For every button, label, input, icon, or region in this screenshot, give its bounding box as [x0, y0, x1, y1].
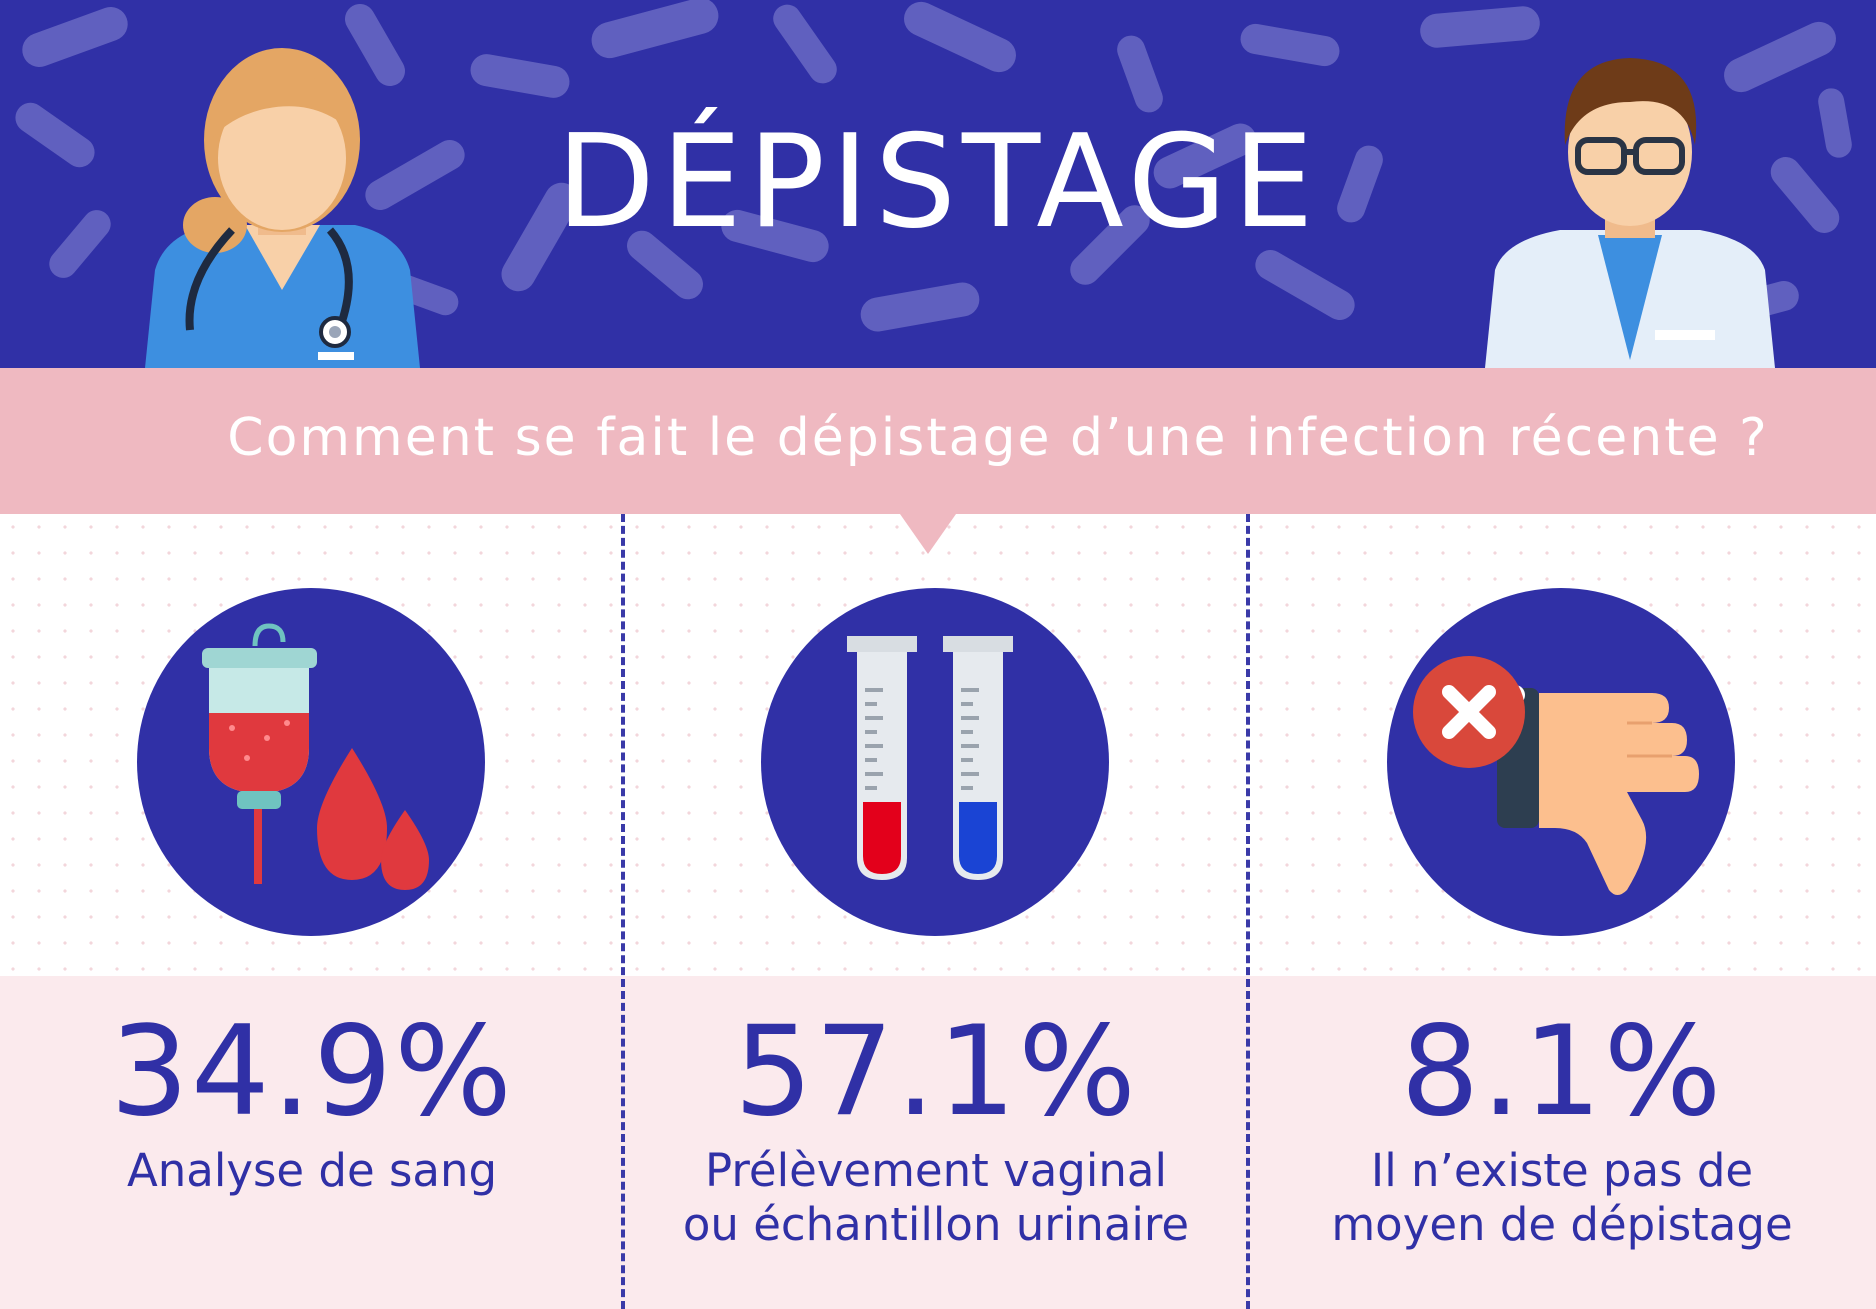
header-banner: DÉPISTAGE [0, 0, 1876, 368]
question-text: Comment se fait le dépistage d’une infec… [227, 408, 1769, 468]
doctor-illustration [1485, 58, 1775, 368]
percentage-value: 57.1% [734, 1000, 1138, 1144]
result-label-line: Analyse de sang [126, 1144, 498, 1197]
result-label: Il n’existe pas de moyen de dépistage [1250, 1144, 1874, 1252]
result-label: Prélèvement vaginal ou échantillon urina… [624, 1144, 1248, 1252]
page-title: DÉPISTAGE [556, 108, 1320, 257]
result-no-screening: 8.1% Il n’existe pas de moyen de dépista… [1250, 514, 1874, 1309]
percentage-value: 34.9% [110, 1000, 514, 1144]
column-divider [1246, 514, 1250, 1309]
blood-bag-icon [202, 623, 429, 890]
result-label-line: ou échantillon urinaire [682, 1198, 1190, 1251]
brush-pattern-decoration [15, 0, 1852, 332]
question-band: Comment se fait le dépistage d’une infec… [0, 368, 1876, 514]
result-label-line: Il n’existe pas de [1370, 1144, 1754, 1197]
percentage-value: 8.1% [1400, 1000, 1724, 1144]
question-pointer [900, 514, 956, 554]
column-divider [621, 514, 625, 1309]
result-label: Analyse de sang [0, 1144, 624, 1198]
result-blood-test: 34.9% Analyse de sang [0, 514, 624, 1309]
icon-circle [137, 588, 485, 936]
nurse-illustration [145, 48, 420, 368]
icon-circle [1387, 588, 1735, 936]
result-label-line: Prélèvement vaginal [705, 1144, 1167, 1197]
test-tubes-icon [847, 636, 1013, 880]
stats-band [0, 976, 1876, 1309]
thumbs-down-icon [1413, 656, 1699, 895]
result-label-line: moyen de dépistage [1331, 1198, 1793, 1251]
result-swab-or-urine: 57.1% Prélèvement vaginal ou échantillon… [624, 514, 1248, 1309]
icon-circle [761, 588, 1109, 936]
